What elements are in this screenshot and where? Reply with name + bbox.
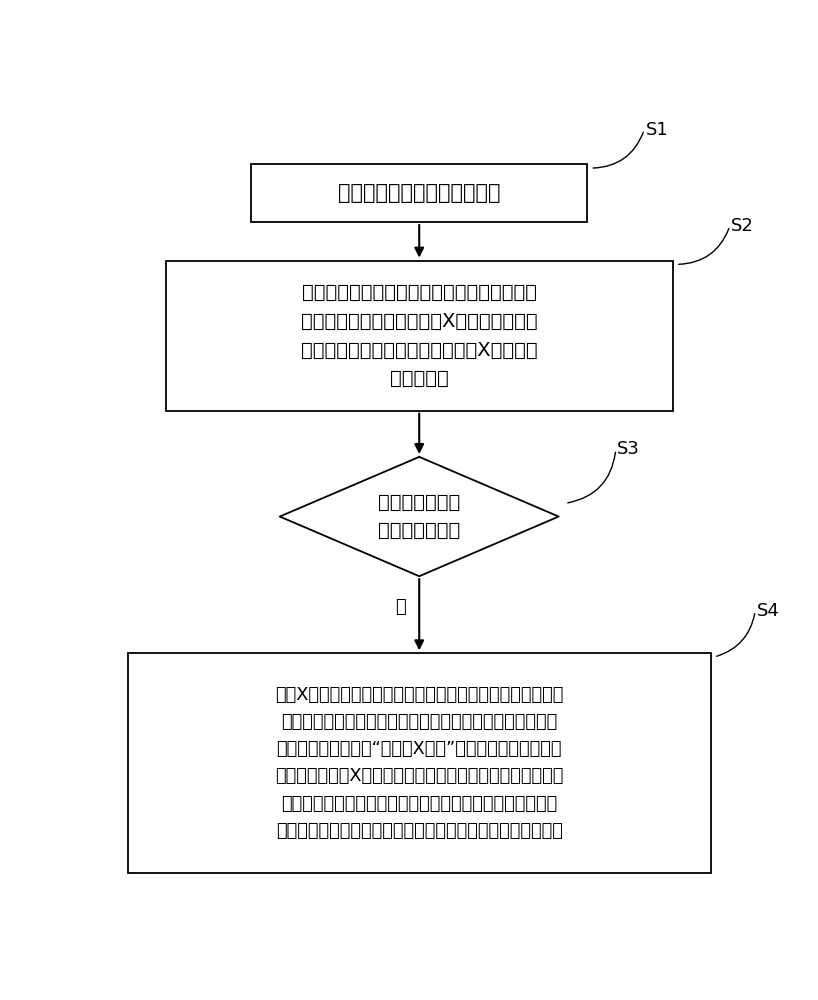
Text: S3: S3 — [617, 440, 640, 458]
Text: 发动机是否处于
高负荷运行状态: 发动机是否处于 高负荷运行状态 — [378, 493, 461, 540]
Text: 是: 是 — [395, 598, 406, 616]
FancyBboxPatch shape — [165, 261, 673, 411]
Text: S4: S4 — [757, 602, 780, 620]
Text: 实时检测每个气缸的排气温度: 实时检测每个气缸的排气温度 — [338, 183, 501, 203]
Text: 出现X气缸排气温度偏差＞预设提示値且＜预设报警値时，第
一计时器开始计时，若第一计时器的持续计时时间达到第一
预设时间时，则提示“请检俪X气缸”；若在第一计时器: 出现X气缸排气温度偏差＞预设提示値且＜预设报警値时，第 一计时器开始计时，若第一… — [275, 686, 564, 840]
Text: 计算所有气缸的排气温度的平均値，计为排气
温度平均値，计算任一气缸X的排气温度与排
气温度平均値差値的绝对値，计为X气缸排气
温度偏差。: 计算所有气缸的排气温度的平均値，计为排气 温度平均値，计算任一气缸X的排气温度与… — [301, 283, 537, 388]
Polygon shape — [280, 457, 559, 576]
FancyBboxPatch shape — [128, 653, 711, 873]
Text: S1: S1 — [645, 121, 668, 139]
Text: S2: S2 — [731, 217, 754, 235]
FancyBboxPatch shape — [251, 164, 587, 222]
